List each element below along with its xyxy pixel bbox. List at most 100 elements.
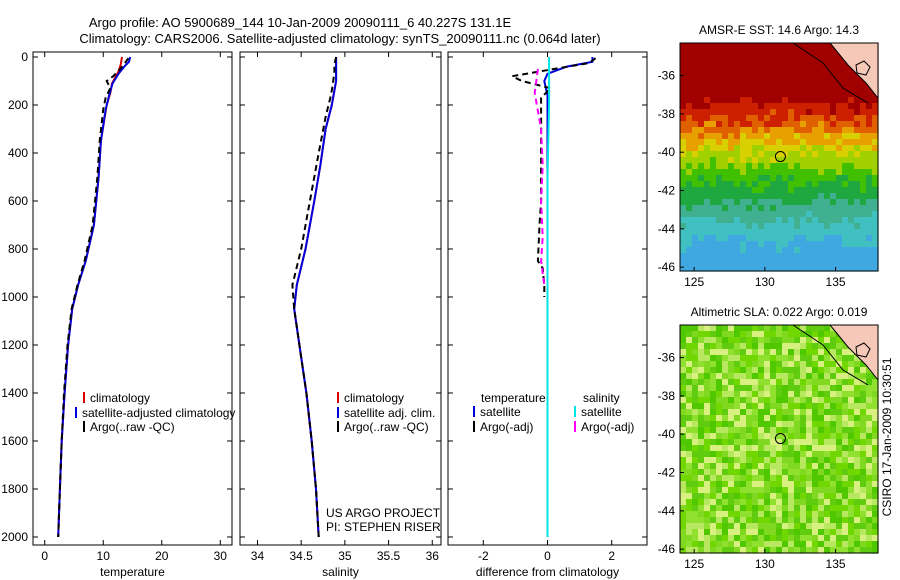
map-cell xyxy=(698,127,705,134)
map-cell xyxy=(752,49,759,56)
map-cell xyxy=(746,541,753,548)
map-cell xyxy=(776,115,783,122)
map-cell xyxy=(752,433,759,440)
map-cell xyxy=(782,217,789,224)
map-cell xyxy=(866,475,873,482)
map-cell xyxy=(728,385,735,392)
map-cell xyxy=(830,169,837,176)
map-cell xyxy=(824,457,831,464)
map-cell xyxy=(770,151,777,158)
map-cell xyxy=(692,121,699,128)
y-tick-label: 800 xyxy=(8,242,28,256)
map-cell xyxy=(842,457,849,464)
map-cell xyxy=(860,163,867,170)
map-cell xyxy=(836,451,843,458)
map-cell xyxy=(854,175,861,182)
map-cell xyxy=(806,205,813,212)
map-cell xyxy=(848,217,855,224)
map-cell xyxy=(716,121,723,128)
map-cell xyxy=(872,217,879,224)
map-cell xyxy=(782,181,789,188)
map-cell xyxy=(812,367,819,374)
map-cell xyxy=(740,457,747,464)
legend-label: Argo(..raw -QC) xyxy=(344,420,429,434)
map-cell xyxy=(734,109,741,116)
map-cell xyxy=(686,121,693,128)
map-cell xyxy=(734,73,741,80)
map-cell xyxy=(716,229,723,236)
map-cell xyxy=(692,265,699,272)
map-cell xyxy=(824,193,831,200)
map-cell xyxy=(782,367,789,374)
map-cell xyxy=(770,439,777,446)
map-cell xyxy=(770,421,777,428)
map-cell xyxy=(770,343,777,350)
x-tick-label: 0 xyxy=(41,549,48,563)
map-cell xyxy=(776,229,783,236)
map-cell xyxy=(830,487,837,494)
map-cell xyxy=(716,409,723,416)
map-cell xyxy=(812,109,819,116)
map-cell xyxy=(680,193,687,200)
map-cell xyxy=(704,115,711,122)
map-cell xyxy=(746,241,753,248)
map-cell xyxy=(806,217,813,224)
map-cell xyxy=(776,157,783,164)
map-cell xyxy=(704,139,711,146)
map-cell xyxy=(782,463,789,470)
map-cell xyxy=(758,487,765,494)
map-cell xyxy=(764,145,771,152)
map-cell xyxy=(800,403,807,410)
map-cell xyxy=(860,397,867,404)
x-tick-label: 35.5 xyxy=(377,549,401,563)
map-cell xyxy=(746,337,753,344)
map-cell xyxy=(818,91,825,98)
map-cell xyxy=(800,469,807,476)
map-cell xyxy=(818,49,825,56)
map-cell xyxy=(692,139,699,146)
map-cell xyxy=(866,241,873,248)
map-cell xyxy=(788,493,795,500)
map-cell xyxy=(836,373,843,380)
map-cell xyxy=(740,205,747,212)
map-cell xyxy=(836,523,843,530)
map-cell xyxy=(752,505,759,512)
map-cell xyxy=(692,523,699,530)
map-cell xyxy=(770,523,777,530)
map-cell xyxy=(746,475,753,482)
map-cell xyxy=(788,49,795,56)
map-cell xyxy=(710,343,717,350)
map-cell xyxy=(764,355,771,362)
map-cell xyxy=(710,439,717,446)
map-cell xyxy=(680,415,687,422)
map-cell xyxy=(812,205,819,212)
map-cell xyxy=(680,43,687,50)
map-cell xyxy=(842,355,849,362)
map-cell xyxy=(758,505,765,512)
map-cell xyxy=(836,475,843,482)
map-cell xyxy=(800,355,807,362)
map-cell xyxy=(704,427,711,434)
map-cell xyxy=(818,463,825,470)
map-cell xyxy=(716,505,723,512)
map-cell xyxy=(698,517,705,524)
map-cell xyxy=(866,139,873,146)
map-cell xyxy=(818,253,825,260)
map-cell xyxy=(728,361,735,368)
map-cell xyxy=(872,385,879,392)
map-cell xyxy=(764,163,771,170)
map-cell xyxy=(698,139,705,146)
map-cell xyxy=(836,541,843,548)
map-cell xyxy=(734,187,741,194)
map-cell xyxy=(776,139,783,146)
map-cell xyxy=(764,253,771,260)
map-cell xyxy=(830,403,837,410)
map-cell xyxy=(872,397,879,404)
map-cell xyxy=(716,55,723,62)
map-cell xyxy=(716,355,723,362)
legend-label: satellite adj. clim. xyxy=(344,406,435,420)
map-cell xyxy=(740,445,747,452)
map-cell xyxy=(866,373,873,380)
map-cell xyxy=(764,49,771,56)
map-cell xyxy=(788,175,795,182)
